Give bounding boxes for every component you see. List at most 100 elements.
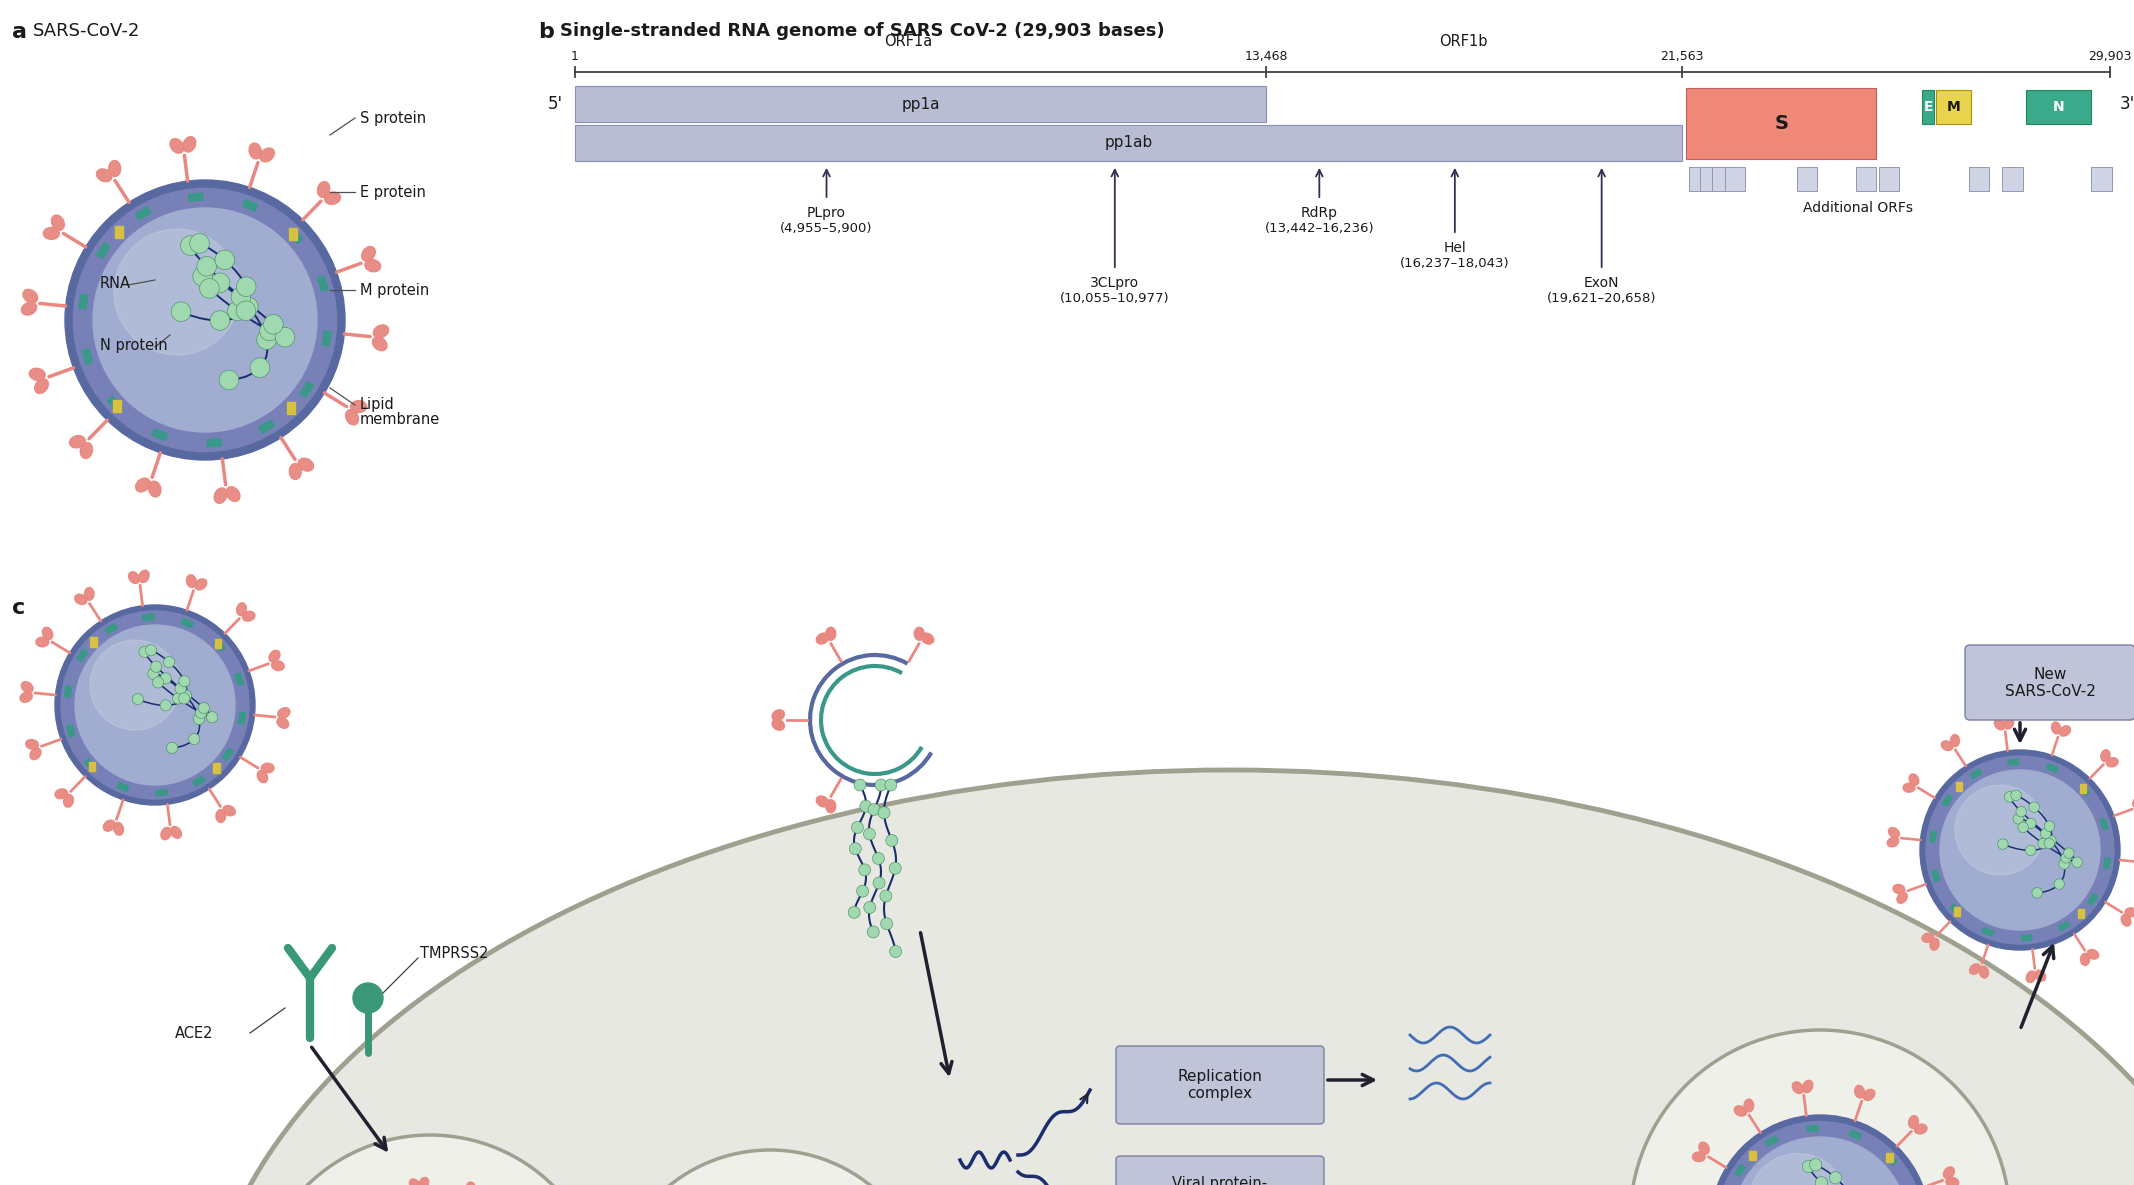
Ellipse shape xyxy=(55,789,68,799)
Circle shape xyxy=(849,843,862,854)
Text: 1: 1 xyxy=(572,50,578,63)
Ellipse shape xyxy=(113,822,124,835)
Circle shape xyxy=(192,267,213,286)
Text: ACE2: ACE2 xyxy=(175,1025,213,1040)
Ellipse shape xyxy=(1923,933,1933,942)
Circle shape xyxy=(201,278,220,299)
Ellipse shape xyxy=(269,651,280,662)
Ellipse shape xyxy=(2106,757,2119,767)
Ellipse shape xyxy=(21,681,32,692)
Ellipse shape xyxy=(184,136,196,152)
Bar xyxy=(239,712,245,724)
Circle shape xyxy=(265,314,284,334)
Circle shape xyxy=(188,734,201,744)
Ellipse shape xyxy=(1929,939,1940,950)
Bar xyxy=(1686,88,1876,159)
Text: (10,055–10,977): (10,055–10,977) xyxy=(1061,292,1169,305)
Ellipse shape xyxy=(43,627,53,640)
Ellipse shape xyxy=(1889,827,1899,838)
Ellipse shape xyxy=(2059,725,2070,736)
Ellipse shape xyxy=(277,717,288,729)
Ellipse shape xyxy=(64,794,73,807)
Ellipse shape xyxy=(1743,1100,1754,1112)
Circle shape xyxy=(171,302,190,321)
Circle shape xyxy=(145,645,156,655)
Circle shape xyxy=(166,742,177,754)
Ellipse shape xyxy=(113,229,239,356)
Bar xyxy=(1688,167,1709,191)
Circle shape xyxy=(886,779,896,792)
Circle shape xyxy=(890,863,901,875)
Ellipse shape xyxy=(216,809,226,822)
Ellipse shape xyxy=(90,640,179,730)
Circle shape xyxy=(147,668,158,679)
Bar xyxy=(574,87,1265,122)
Circle shape xyxy=(181,690,192,702)
Ellipse shape xyxy=(1980,966,1989,978)
Text: pp1a: pp1a xyxy=(901,96,939,111)
Circle shape xyxy=(194,713,205,724)
Text: M: M xyxy=(1946,100,1961,114)
Text: c: c xyxy=(13,598,26,619)
Ellipse shape xyxy=(1995,719,2004,730)
Ellipse shape xyxy=(826,627,837,640)
Ellipse shape xyxy=(51,216,64,230)
Ellipse shape xyxy=(346,410,359,425)
Bar xyxy=(1701,167,1720,191)
Bar xyxy=(2002,167,2023,191)
Circle shape xyxy=(2004,792,2014,802)
Circle shape xyxy=(275,327,294,347)
Circle shape xyxy=(211,273,230,293)
Circle shape xyxy=(864,828,875,840)
Bar xyxy=(2100,819,2108,829)
Text: SARS-CoV-2: SARS-CoV-2 xyxy=(32,23,141,40)
Circle shape xyxy=(237,301,256,320)
Text: M protein: M protein xyxy=(361,282,429,297)
Circle shape xyxy=(873,877,886,889)
Text: S: S xyxy=(1775,114,1788,133)
Text: (4,955–5,900): (4,955–5,900) xyxy=(781,222,873,235)
Bar xyxy=(2021,935,2032,941)
Circle shape xyxy=(164,656,175,667)
Circle shape xyxy=(2040,828,2051,839)
Circle shape xyxy=(2047,835,2057,846)
Bar xyxy=(2091,167,2113,191)
Bar xyxy=(1750,1151,1756,1160)
Text: 3CLpro: 3CLpro xyxy=(1090,276,1140,290)
Ellipse shape xyxy=(1946,1178,1959,1185)
Circle shape xyxy=(152,661,162,672)
Ellipse shape xyxy=(350,401,367,412)
Ellipse shape xyxy=(260,148,275,162)
Text: Hel: Hel xyxy=(1443,241,1466,255)
Text: Replication
complex: Replication complex xyxy=(1178,1069,1263,1101)
Bar xyxy=(290,229,297,241)
Bar xyxy=(1735,1164,1746,1177)
Ellipse shape xyxy=(277,707,290,718)
Bar xyxy=(2027,90,2091,124)
Circle shape xyxy=(196,707,207,718)
Ellipse shape xyxy=(1709,1115,1929,1185)
Bar xyxy=(2057,921,2070,931)
Text: New
SARS-CoV-2: New SARS-CoV-2 xyxy=(2004,667,2096,699)
Circle shape xyxy=(877,807,890,819)
Ellipse shape xyxy=(1908,1116,1918,1128)
Circle shape xyxy=(179,693,190,704)
FancyBboxPatch shape xyxy=(1965,645,2134,720)
Ellipse shape xyxy=(418,1178,429,1185)
Circle shape xyxy=(890,946,901,957)
Ellipse shape xyxy=(324,192,341,204)
Circle shape xyxy=(132,693,143,705)
Ellipse shape xyxy=(1897,892,1908,903)
Ellipse shape xyxy=(1904,783,1914,792)
Bar xyxy=(318,276,329,292)
Ellipse shape xyxy=(1733,1136,1908,1185)
Bar xyxy=(188,193,203,201)
Bar xyxy=(1923,90,1933,124)
Circle shape xyxy=(854,779,866,792)
Text: a: a xyxy=(13,23,28,41)
Ellipse shape xyxy=(243,611,254,621)
Bar xyxy=(1807,1126,1818,1132)
Circle shape xyxy=(2053,879,2064,889)
Circle shape xyxy=(160,700,171,711)
Bar xyxy=(117,782,128,792)
